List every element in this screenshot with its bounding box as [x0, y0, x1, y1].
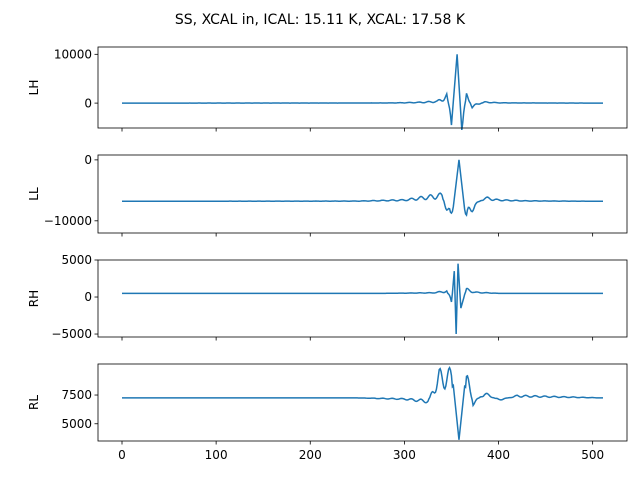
y-tick-label: −10000 — [44, 214, 92, 228]
y-tick-label: 0 — [84, 96, 92, 110]
y-tick-label: 0 — [84, 290, 92, 304]
x-tick-label: 100 — [205, 448, 228, 462]
subplots: 0 10000 LH −10000 0 LL −5000 0 5000 RH 5000 7500 0 10… — [27, 46, 628, 462]
subplot-ll: −10000 0 LL — [27, 153, 628, 237]
y-tick-label: 5000 — [61, 253, 92, 267]
y-tick-label: 7500 — [61, 388, 92, 402]
y-axis-label: RH — [27, 290, 41, 307]
series-line-rl — [122, 365, 604, 440]
x-tick-label: 200 — [299, 448, 322, 462]
x-tick-label: 300 — [393, 448, 416, 462]
y-axis-label: LL — [27, 187, 41, 201]
axes-frame — [97, 363, 628, 442]
axes-frame — [97, 154, 628, 234]
y-tick-label: 5000 — [61, 417, 92, 431]
series-line-ll — [122, 159, 604, 217]
y-axis-label: LH — [27, 80, 41, 96]
y-tick-label: −5000 — [51, 327, 92, 341]
axes-frame — [97, 46, 628, 129]
subplot-lh: 0 10000 LH — [27, 46, 628, 132]
series-line-lh — [122, 54, 603, 131]
subplot-rl: 5000 7500 0 100 200 300 400 500 RL — [27, 363, 628, 462]
x-tick-label: 500 — [581, 448, 604, 462]
series-line-rh — [122, 263, 603, 335]
y-tick-label: 10000 — [54, 48, 92, 62]
subplot-rh: −5000 0 5000 RH — [27, 253, 628, 341]
x-tick-label: 400 — [487, 448, 510, 462]
y-tick-label: 0 — [84, 153, 92, 167]
y-axis-label: RL — [27, 395, 41, 410]
x-tick-label: 0 — [118, 448, 126, 462]
figure-title: SS, XCAL in, ICAL: 15.11 K, XCAL: 17.58 … — [175, 12, 466, 28]
axes-frame — [97, 259, 628, 338]
